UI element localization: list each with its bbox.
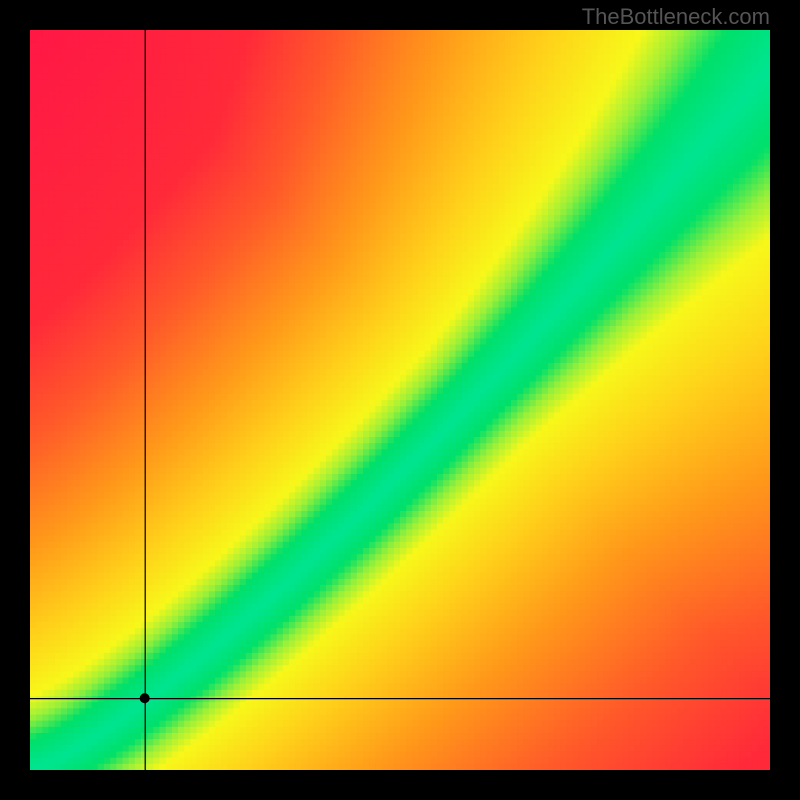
chart-container: { "watermark": { "text": "TheBottleneck.… bbox=[0, 0, 800, 800]
bottleneck-heatmap bbox=[30, 30, 770, 770]
watermark-text: TheBottleneck.com bbox=[582, 4, 770, 30]
